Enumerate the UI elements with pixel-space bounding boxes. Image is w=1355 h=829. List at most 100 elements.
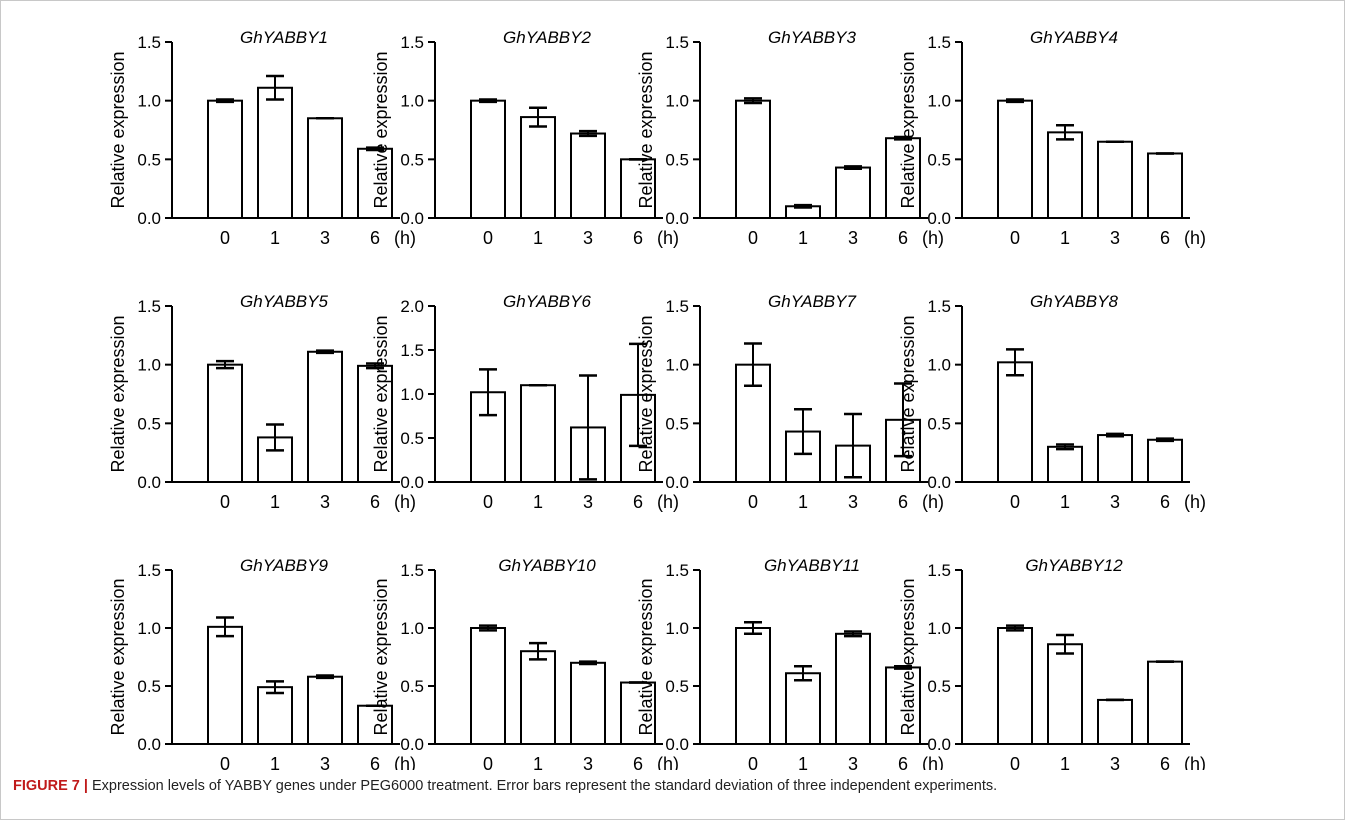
- y-tick-label: 1.5: [400, 561, 424, 580]
- chart-title: GhYABBY6: [503, 292, 591, 311]
- chart-title: GhYABBY12: [1025, 556, 1123, 575]
- chart-panel-6: 0.0 0.5 1.0 1.5 2.0 Relative expression GhYABB…: [371, 292, 679, 512]
- y-tick-label: 2.0: [400, 297, 424, 316]
- bar: [620, 158, 656, 219]
- x-tick-label: 1: [533, 754, 543, 770]
- chart-panel-10: 0.0 0.5 1.0 1.5 Relative expression GhYABBY10…: [371, 556, 679, 770]
- x-tick-label: 3: [1110, 492, 1120, 512]
- y-tick-label: 1.0: [665, 356, 689, 375]
- y-tick-label: 1.5: [665, 297, 689, 316]
- bar: [307, 117, 343, 219]
- x-tick-label: 6: [370, 492, 380, 512]
- bar: [735, 99, 771, 219]
- x-unit-label: (h): [657, 492, 679, 512]
- y-axis-label: Relative expression: [636, 51, 656, 208]
- x-tick-label: 0: [748, 754, 758, 770]
- x-tick-label: 0: [483, 228, 493, 248]
- bar: [735, 627, 771, 745]
- x-tick-label: 3: [848, 754, 858, 770]
- y-tick-label: 1.5: [927, 297, 951, 316]
- x-unit-label: (h): [1184, 754, 1206, 770]
- y-tick-label: 0.0: [665, 473, 689, 492]
- x-tick-label: 6: [633, 754, 643, 770]
- x-unit-label: (h): [394, 754, 416, 770]
- caption-text: Expression levels of YABBY genes under P…: [87, 778, 998, 794]
- y-tick-label: 1.5: [665, 561, 689, 580]
- bar: [570, 132, 606, 220]
- x-tick-label: 3: [320, 228, 330, 248]
- bar: [997, 99, 1033, 219]
- x-unit-label: (h): [657, 754, 679, 770]
- chart-panel-7: 0.0 0.5 1.0 1.5 Relative expression GhYABBY7 0…: [636, 292, 944, 512]
- x-tick-label: 6: [898, 754, 908, 770]
- y-tick-label: 0.5: [665, 414, 689, 433]
- bar: [520, 384, 556, 484]
- x-tick-label: 0: [483, 754, 493, 770]
- y-tick-label: 0.5: [137, 414, 161, 433]
- x-tick-label: 1: [798, 754, 808, 770]
- y-axis-label: Relative expression: [371, 578, 391, 735]
- y-tick-label: 1.5: [137, 561, 161, 580]
- bar: [257, 686, 293, 745]
- bar: [1147, 660, 1183, 746]
- bar: [520, 650, 556, 746]
- y-tick-label: 1.0: [927, 356, 951, 375]
- y-tick-label: 1.0: [665, 92, 689, 111]
- figure-caption: FIGURE 7 | Expression levels of YABBY ge…: [13, 778, 1333, 794]
- bar: [1047, 643, 1083, 745]
- y-tick-label: 1.5: [137, 33, 161, 52]
- y-tick-label: 0.0: [137, 473, 161, 492]
- y-tick-label: 0.0: [400, 473, 424, 492]
- x-tick-label: 6: [633, 492, 643, 512]
- bar: [570, 661, 606, 745]
- x-tick-label: 1: [798, 492, 808, 512]
- x-tick-label: 6: [370, 228, 380, 248]
- bar: [1097, 434, 1133, 484]
- chart-title: GhYABBY10: [498, 556, 596, 575]
- x-tick-label: 6: [1160, 228, 1170, 248]
- bar: [357, 147, 393, 219]
- y-tick-label: 0.0: [927, 735, 951, 754]
- bar: [835, 166, 871, 219]
- x-unit-label: (h): [394, 492, 416, 512]
- y-tick-label: 0.0: [400, 735, 424, 754]
- x-tick-label: 0: [220, 754, 230, 770]
- chart-title: GhYABBY4: [1030, 28, 1118, 47]
- chart-title: GhYABBY7: [768, 292, 856, 311]
- y-tick-label: 1.0: [400, 92, 424, 111]
- y-axis-label: Relative expression: [371, 51, 391, 208]
- chart-title: GhYABBY3: [768, 28, 856, 47]
- bar: [997, 627, 1033, 745]
- bar: [835, 632, 871, 745]
- chart-title: GhYABBY5: [240, 292, 328, 311]
- x-tick-label: 3: [583, 492, 593, 512]
- y-tick-label: 0.0: [927, 473, 951, 492]
- y-tick-label: 0.5: [665, 677, 689, 696]
- y-tick-label: 0.5: [927, 414, 951, 433]
- x-tick-label: 1: [270, 754, 280, 770]
- y-tick-label: 0.0: [400, 209, 424, 228]
- y-tick-label: 0.5: [400, 429, 424, 448]
- y-tick-label: 0.5: [400, 150, 424, 169]
- figure-label: FIGURE 7 |: [13, 778, 88, 794]
- x-tick-label: 3: [320, 754, 330, 770]
- chart-title: GhYABBY2: [503, 28, 591, 47]
- x-tick-label: 3: [320, 492, 330, 512]
- y-axis-label: Relative expression: [898, 315, 918, 472]
- chart-panel-2: 0.0 0.5 1.0 1.5 Relative expression GhYABBY2 0…: [371, 28, 679, 248]
- y-tick-label: 0.0: [665, 209, 689, 228]
- x-tick-label: 6: [370, 754, 380, 770]
- bar: [997, 361, 1033, 484]
- bar: [470, 627, 506, 745]
- x-tick-label: 6: [898, 228, 908, 248]
- chart-title: GhYABBY1: [240, 28, 328, 47]
- y-tick-label: 1.5: [400, 33, 424, 52]
- y-tick-label: 1.5: [665, 33, 689, 52]
- y-tick-label: 0.0: [137, 209, 161, 228]
- chart-panel-11: 0.0 0.5 1.0 1.5 Relative expression GhYABBY11…: [636, 556, 944, 770]
- x-unit-label: (h): [1184, 228, 1206, 248]
- x-unit-label: (h): [1184, 492, 1206, 512]
- y-axis-label: Relative expression: [108, 578, 128, 735]
- bar: [1097, 698, 1133, 745]
- x-tick-label: 0: [748, 228, 758, 248]
